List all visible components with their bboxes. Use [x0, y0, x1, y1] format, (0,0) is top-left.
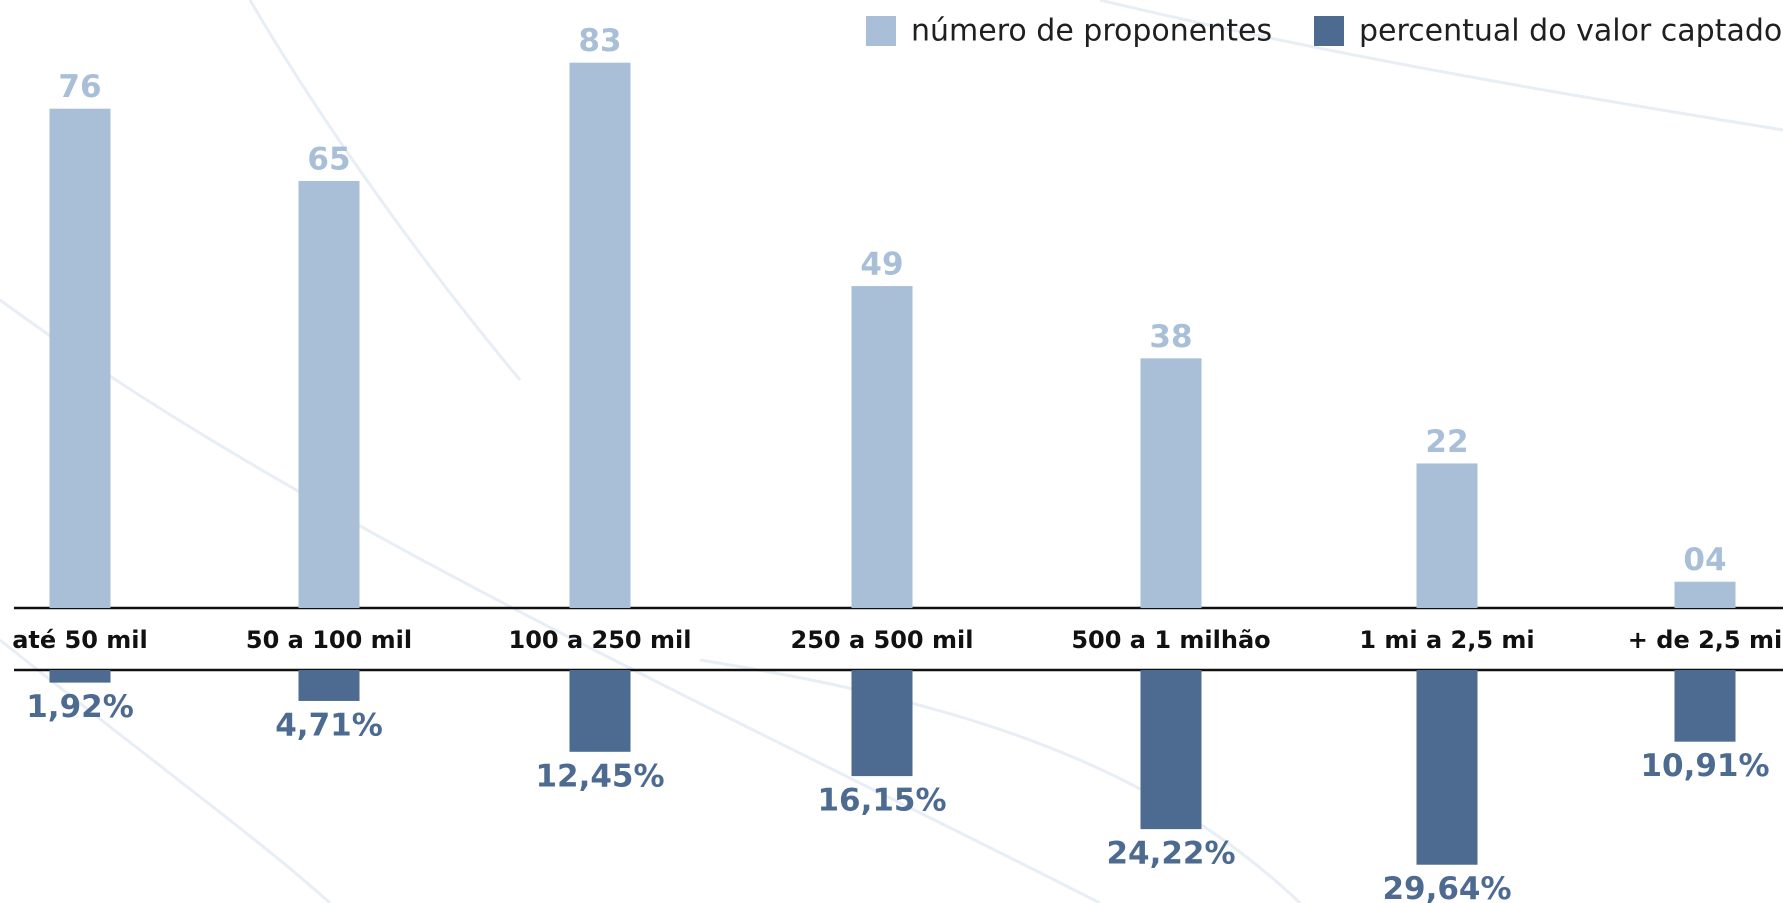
bar	[298, 180, 360, 608]
bar	[298, 670, 360, 701]
category-label: + de 2,5 mi	[1628, 626, 1782, 654]
bar	[1416, 670, 1478, 865]
category-label: 500 a 1 milhão	[1071, 626, 1270, 654]
legend-swatch	[866, 16, 896, 46]
category-label: 100 a 250 mil	[509, 626, 692, 654]
category-label: 1 mi a 2,5 mi	[1359, 626, 1534, 654]
value-label: 22	[1425, 424, 1468, 460]
value-label: 16,15%	[817, 783, 946, 819]
bar	[49, 670, 111, 683]
value-label: 1,92%	[26, 689, 134, 725]
category-label: até 50 mil	[12, 626, 148, 654]
legend-label: número de proponentes	[911, 14, 1272, 49]
decor-line	[0, 638, 332, 903]
bar	[1416, 463, 1478, 608]
decor-line	[248, 0, 522, 381]
legend-swatch	[1314, 16, 1344, 46]
bar	[49, 108, 111, 609]
legend: número de proponentes percentual do valor…	[866, 14, 1782, 49]
value-label: 49	[860, 247, 903, 283]
value-label: 38	[1149, 319, 1192, 355]
decor-line	[1099, 0, 1783, 132]
value-label: 24,22%	[1106, 836, 1235, 872]
value-label: 04	[1683, 542, 1726, 578]
decor-line	[699, 658, 1302, 903]
bar	[1140, 358, 1202, 608]
value-label: 76	[58, 69, 101, 105]
value-label: 65	[307, 141, 350, 177]
value-label: 12,45%	[535, 758, 664, 794]
bar	[851, 670, 913, 777]
category-label: 50 a 100 mil	[246, 626, 412, 654]
bar	[1674, 670, 1736, 742]
value-label: 4,71%	[275, 707, 383, 743]
value-label: 83	[578, 23, 621, 59]
bar	[569, 62, 631, 608]
bar	[569, 670, 631, 752]
value-label: 10,91%	[1640, 748, 1769, 784]
bar	[851, 286, 913, 608]
legend-label: percentual do valor captado	[1359, 14, 1782, 49]
bar	[1674, 581, 1736, 608]
category-label: 250 a 500 mil	[791, 626, 974, 654]
bar	[1140, 670, 1202, 830]
value-label: 29,64%	[1382, 871, 1511, 903]
